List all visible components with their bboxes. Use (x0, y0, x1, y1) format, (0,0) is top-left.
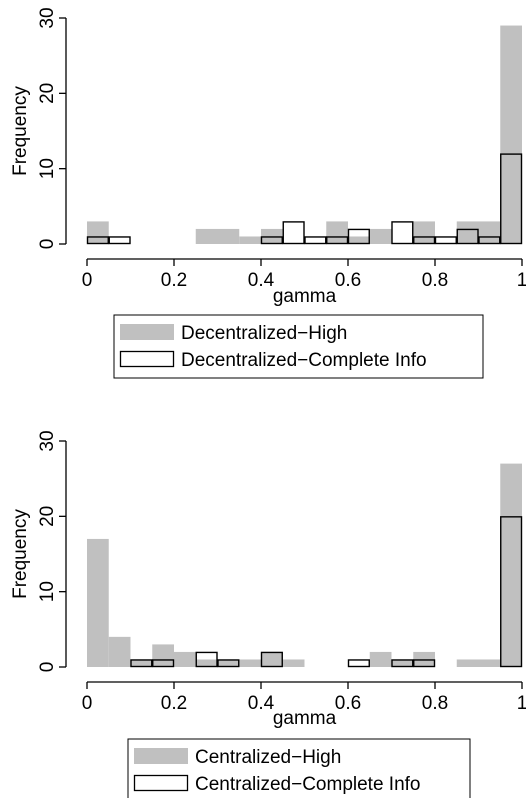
y-tick-label: 0 (37, 239, 58, 250)
bar-1-1 (87, 538, 109, 667)
chart-panel-1: 0 10 20 30 0 0.2 0.4 0.6 0.8 1 gamma Frequency Decen… (10, 7, 526, 379)
y-tick-label: 20 (37, 506, 58, 527)
bar-1-2 (108, 636, 131, 667)
legend-label: Centralized−Complete Info (195, 774, 421, 795)
bar-1-5 (174, 651, 196, 667)
legend-label: Decentralized−High (181, 323, 347, 344)
legend-swatch-outline (119, 350, 175, 368)
legend-label: Centralized−High (195, 747, 341, 768)
bar-2-11 (456, 228, 479, 245)
legend-box (113, 314, 484, 379)
legend-label: Decentralized−Complete Info (181, 350, 427, 371)
bar-2-5 (304, 236, 327, 245)
bar-1-6 (195, 659, 218, 667)
bar-2-1 (86, 236, 109, 245)
y-tick-label: 30 (37, 7, 58, 28)
bar-2-9 (413, 236, 436, 245)
bar-1-15 (500, 463, 522, 667)
x-tick-label: 0 (82, 270, 93, 291)
x-tick-label: 0.4 (248, 270, 275, 291)
y-tick-label: 20 (37, 83, 58, 104)
legend-swatch-filled (120, 324, 174, 340)
x-tick-label: 0.8 (422, 693, 448, 714)
x-tick-label: 1 (517, 270, 526, 291)
bar-1-3 (239, 236, 261, 244)
bar-1-7 (217, 659, 240, 667)
bar-2-9 (500, 516, 523, 668)
series-2 (130, 516, 523, 668)
x-tick-label: 0.8 (422, 270, 448, 291)
bar-2-10 (434, 236, 457, 245)
bar-1-14 (456, 659, 501, 667)
series-2 (86, 153, 523, 245)
legend: Centralized−High Centralized−Complete Inf… (127, 738, 471, 798)
y-axis-title: Frequency (10, 509, 31, 599)
bar-1-10 (500, 25, 522, 245)
series-1 (87, 463, 522, 667)
y-tick-label: 10 (37, 581, 58, 602)
bar-1-7 (369, 228, 392, 244)
bar-2-7 (347, 228, 370, 245)
x-tick-label: 0.2 (161, 270, 187, 291)
x-tick-label: 0.4 (248, 693, 275, 714)
bar-2-1 (130, 659, 153, 668)
bar-1-10 (282, 659, 305, 667)
bar-1-8 (413, 221, 435, 244)
x-tick-label: 0 (82, 693, 93, 714)
x-tick-label: 0.2 (161, 693, 187, 714)
y-tick-label: 10 (37, 158, 58, 179)
bar-2-3 (195, 651, 218, 668)
bar-1-2 (195, 228, 240, 244)
y-tick-label: 0 (37, 662, 58, 673)
series-1 (87, 25, 522, 245)
bar-1-11 (369, 651, 392, 667)
bar-2-6 (347, 659, 370, 668)
x-tick-label: 0.6 (335, 693, 361, 714)
bar-2-4 (217, 659, 240, 668)
bar-2-8 (413, 659, 436, 668)
bar-1-12 (391, 659, 414, 667)
y-axis-title: Frequency (10, 86, 31, 176)
legend-swatch-filled (134, 748, 188, 764)
bar-2-8 (391, 221, 414, 245)
bar-1-3 (130, 659, 153, 667)
bar-2-3 (260, 236, 283, 245)
bar-2-2 (108, 236, 131, 245)
bar-1-8 (239, 659, 261, 667)
bar-1-9 (261, 651, 283, 667)
bar-2-7 (391, 659, 414, 668)
bar-2-6 (326, 236, 349, 245)
x-axis-title: gamma (273, 708, 337, 729)
chart-panel-2: 0 10 20 30 0 0.2 0.4 0.6 0.8 1 gamma Frequency Centr… (10, 430, 526, 798)
bar-2-2 (152, 659, 175, 668)
x-axis-title: gamma (273, 286, 337, 307)
bar-2-13 (500, 153, 523, 245)
bar-2-5 (260, 651, 283, 668)
y-tick-label: 30 (37, 430, 58, 451)
bar-1-1 (87, 221, 109, 244)
x-tick-label: 1 (517, 693, 526, 714)
legend-swatch-outline (133, 774, 189, 792)
bar-1-5 (326, 221, 348, 244)
bar-2-4 (282, 221, 305, 245)
x-tick-label: 0.6 (335, 270, 361, 291)
bar-1-4 (152, 644, 174, 667)
bar-1-6 (348, 236, 370, 244)
legend: Decentralized−High Decentralized−Complete… (113, 314, 484, 379)
bar-2-12 (478, 236, 501, 245)
